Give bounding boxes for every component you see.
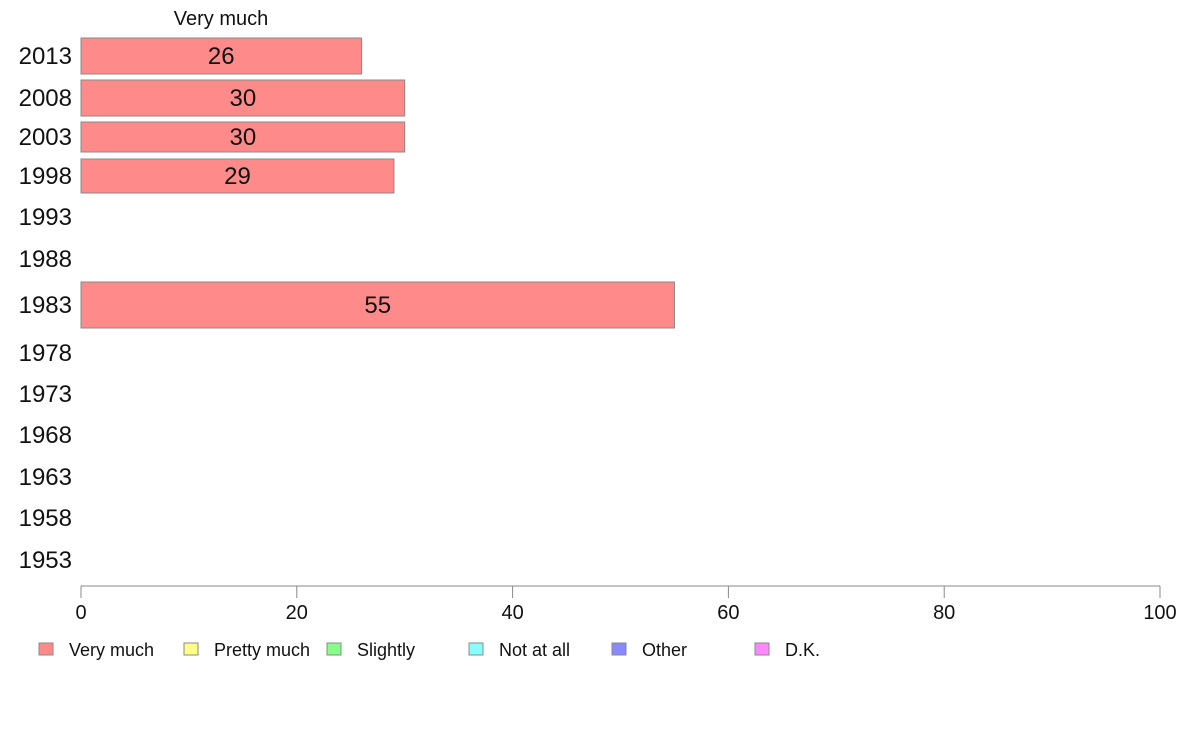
legend-label-not-at-all: Not at all (499, 640, 570, 660)
year-labels: 2013 2008 2003 1998 1993 1988 1983 1978 1973 1968… (19, 43, 72, 574)
year-label-1958: 1958 (19, 505, 72, 532)
value-label-1998: 29 (224, 163, 251, 190)
bar-2003-very-much (80, 121, 406, 153)
legend-label-very-much: Very much (69, 640, 154, 660)
year-label-2003: 2003 (19, 124, 72, 151)
value-label-2013: 26 (208, 43, 235, 70)
year-label-1968: 1968 (19, 422, 72, 449)
x-tick-label-80: 80 (933, 602, 955, 624)
year-label-1978: 1978 (19, 340, 72, 367)
value-label-2008: 30 (229, 85, 256, 112)
year-label-1953: 1953 (19, 547, 72, 574)
x-axis: 0 20 40 60 80 100 (75, 585, 1177, 624)
value-label-2003: 30 (229, 124, 256, 151)
x-tick-label-40: 40 (501, 602, 523, 624)
bars (80, 37, 675, 329)
legend-swatch-very-much (38, 642, 54, 656)
legend-swatch-other (611, 642, 627, 656)
bar-2008-very-much (80, 79, 406, 117)
bar-1983-very-much (80, 281, 675, 329)
year-label-1983: 1983 (19, 292, 72, 319)
legend-swatch-not-at-all (468, 642, 484, 656)
year-label-1973: 1973 (19, 381, 72, 408)
x-tick-label-20: 20 (286, 602, 308, 624)
x-tick-label-100: 100 (1143, 602, 1176, 624)
bar-2013-very-much (80, 37, 363, 75)
legend: Very much Pretty much Slightly Not at all Ot… (38, 640, 820, 660)
year-label-2013: 2013 (19, 43, 72, 70)
value-labels: 26 30 30 29 55 (208, 43, 391, 319)
legend-label-d-k-: D.K. (785, 640, 820, 660)
legend-label-slightly: Slightly (357, 640, 415, 660)
year-label-1963: 1963 (19, 464, 72, 491)
legend-swatch-pretty-much (183, 642, 199, 656)
x-tick-label-60: 60 (717, 602, 739, 624)
series-title: Very much (174, 8, 268, 30)
bar-1998-very-much (80, 158, 395, 194)
value-label-1983: 55 (364, 292, 391, 319)
year-label-2008: 2008 (19, 85, 72, 112)
year-label-1998: 1998 (19, 163, 72, 190)
year-label-1993: 1993 (19, 204, 72, 231)
legend-label-pretty-much: Pretty much (214, 640, 310, 660)
x-tick-label-0: 0 (75, 602, 86, 624)
legend-swatch-slightly (326, 642, 342, 656)
legend-swatch-d-k- (754, 642, 770, 656)
year-label-1988: 1988 (19, 246, 72, 273)
legend-label-other: Other (642, 640, 687, 660)
